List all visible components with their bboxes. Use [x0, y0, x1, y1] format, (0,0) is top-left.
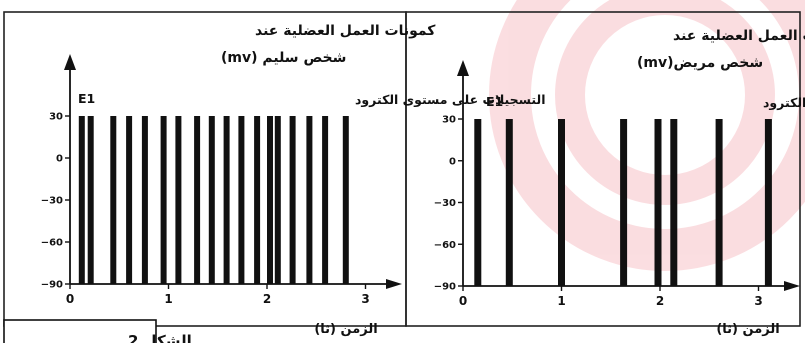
- chart-patient-spike-4: [620, 119, 628, 286]
- chart-healthy-electrode-label: E1: [78, 91, 95, 106]
- chart-patient-y-tick-label-4: −60: [434, 240, 456, 251]
- chart-patient-y-tick-label-1: 30: [442, 115, 456, 126]
- chart-healthy-spike-15: [289, 116, 296, 284]
- watermark-logo: [489, 0, 805, 271]
- chart-patient-y-arrow: [457, 60, 469, 76]
- chart-patient-spike-2: [505, 119, 513, 286]
- chart-healthy-spike-12: [254, 116, 261, 284]
- chart-patient-y-tick-label-3: −30: [434, 198, 456, 209]
- chart-healthy: كمونات العمل العضلية عند شخص سليم (mv) ا…: [41, 23, 546, 337]
- chart-healthy-y-tick-label-3: −30: [41, 196, 63, 207]
- chart-patient-spikes: [474, 119, 772, 286]
- chart-healthy-spike-7: [175, 116, 182, 284]
- chart-patient-x-tick-label-2: 1: [557, 294, 565, 308]
- chart-patient-spike-5: [654, 119, 662, 286]
- chart-healthy-spike-9: [208, 116, 215, 284]
- chart-patient-spike-6: [670, 119, 678, 286]
- chart-patient-y-tick-label-5: −90: [434, 282, 456, 293]
- chart-healthy-spike-6: [160, 116, 167, 284]
- chart-healthy-spike-10: [223, 116, 230, 284]
- chart-healthy-x-axis-title: الزمن (ثا): [314, 322, 377, 337]
- chart-healthy-subtitle: شخص سليم (mv): [221, 50, 346, 66]
- chart-patient: كمونات العمل العضلية عند شخص مريض(mv) ال…: [434, 28, 805, 337]
- chart-patient-recording-label: التسجيلات على مستوى الكترود: [763, 95, 805, 110]
- chart-patient-x-axis-title: الزمن (ثا): [716, 322, 779, 337]
- chart-healthy-spike-8: [194, 116, 201, 284]
- chart-patient-subtitle: شخص مريض(mv): [637, 55, 763, 71]
- chart-healthy-x-arrow: [386, 279, 402, 289]
- figure-caption-box: الشكل 2: [3, 319, 192, 343]
- chart-healthy-spike-11: [238, 116, 245, 284]
- chart-healthy-x-tick-label-2: 1: [164, 292, 172, 306]
- chart-patient-x-tick-label-3: 2: [656, 294, 664, 308]
- chart-patient-y-tick-label-2: 0: [449, 156, 456, 167]
- chart-healthy-spikes: [78, 116, 349, 284]
- chart-healthy-spike-14: [274, 116, 281, 284]
- chart-healthy-y-ticks: 30 0 −30 −60 −90: [41, 112, 70, 291]
- chart-healthy-x-tick-label-1: 0: [66, 292, 74, 306]
- chart-patient-title: كمونات العمل العضلية عند: [673, 28, 805, 44]
- chart-healthy-spike-16: [306, 116, 313, 284]
- chart-healthy-spike-1: [78, 116, 85, 284]
- figure-caption: الشكل 2: [128, 332, 192, 343]
- chart-healthy-y-arrow: [64, 54, 76, 70]
- chart-patient-spike-8: [764, 119, 772, 286]
- chart-healthy-spike-4: [126, 116, 133, 284]
- chart-healthy-x-tick-label-3: 2: [263, 292, 271, 306]
- chart-patient-electrode-label: E1: [486, 94, 503, 109]
- chart-healthy-recording-label: التسجيلات على مستوى الكترود: [355, 92, 545, 107]
- chart-healthy-title: كمونات العمل العضلية عند: [255, 23, 436, 39]
- chart-patient-x-ticks: 0 1 2 3: [459, 286, 763, 308]
- figure-caption-frame: [3, 319, 157, 343]
- chart-healthy-spike-13: [267, 116, 273, 284]
- chart-healthy-y-tick-label-1: 30: [49, 112, 63, 123]
- chart-healthy-x-ticks: 0 1 2 3: [66, 284, 370, 306]
- chart-healthy-spike-17: [322, 116, 329, 284]
- chart-patient-spike-3: [558, 119, 565, 286]
- chart-patient-x-tick-label-4: 3: [754, 294, 762, 308]
- chart-healthy-y-tick-label-4: −60: [41, 238, 63, 249]
- chart-patient-x-arrow: [784, 281, 800, 291]
- chart-healthy-x-tick-label-4: 3: [361, 292, 369, 306]
- chart-healthy-y-tick-label-2: 0: [56, 154, 63, 165]
- chart-patient-spike-1: [474, 119, 482, 286]
- chart-healthy-spike-3: [110, 116, 117, 284]
- right-panel-frame: [405, 11, 801, 327]
- chart-healthy-spike-5: [141, 116, 148, 284]
- chart-healthy-spike-2: [87, 116, 94, 284]
- chart-patient-x-tick-label-1: 0: [459, 294, 467, 308]
- chart-patient-spike-7: [715, 119, 723, 286]
- chart-patient-y-ticks: 30 0 −30 −60 −90: [434, 115, 463, 293]
- chart-healthy-y-tick-label-5: −90: [41, 280, 63, 291]
- chart-healthy-spike-18: [342, 116, 349, 284]
